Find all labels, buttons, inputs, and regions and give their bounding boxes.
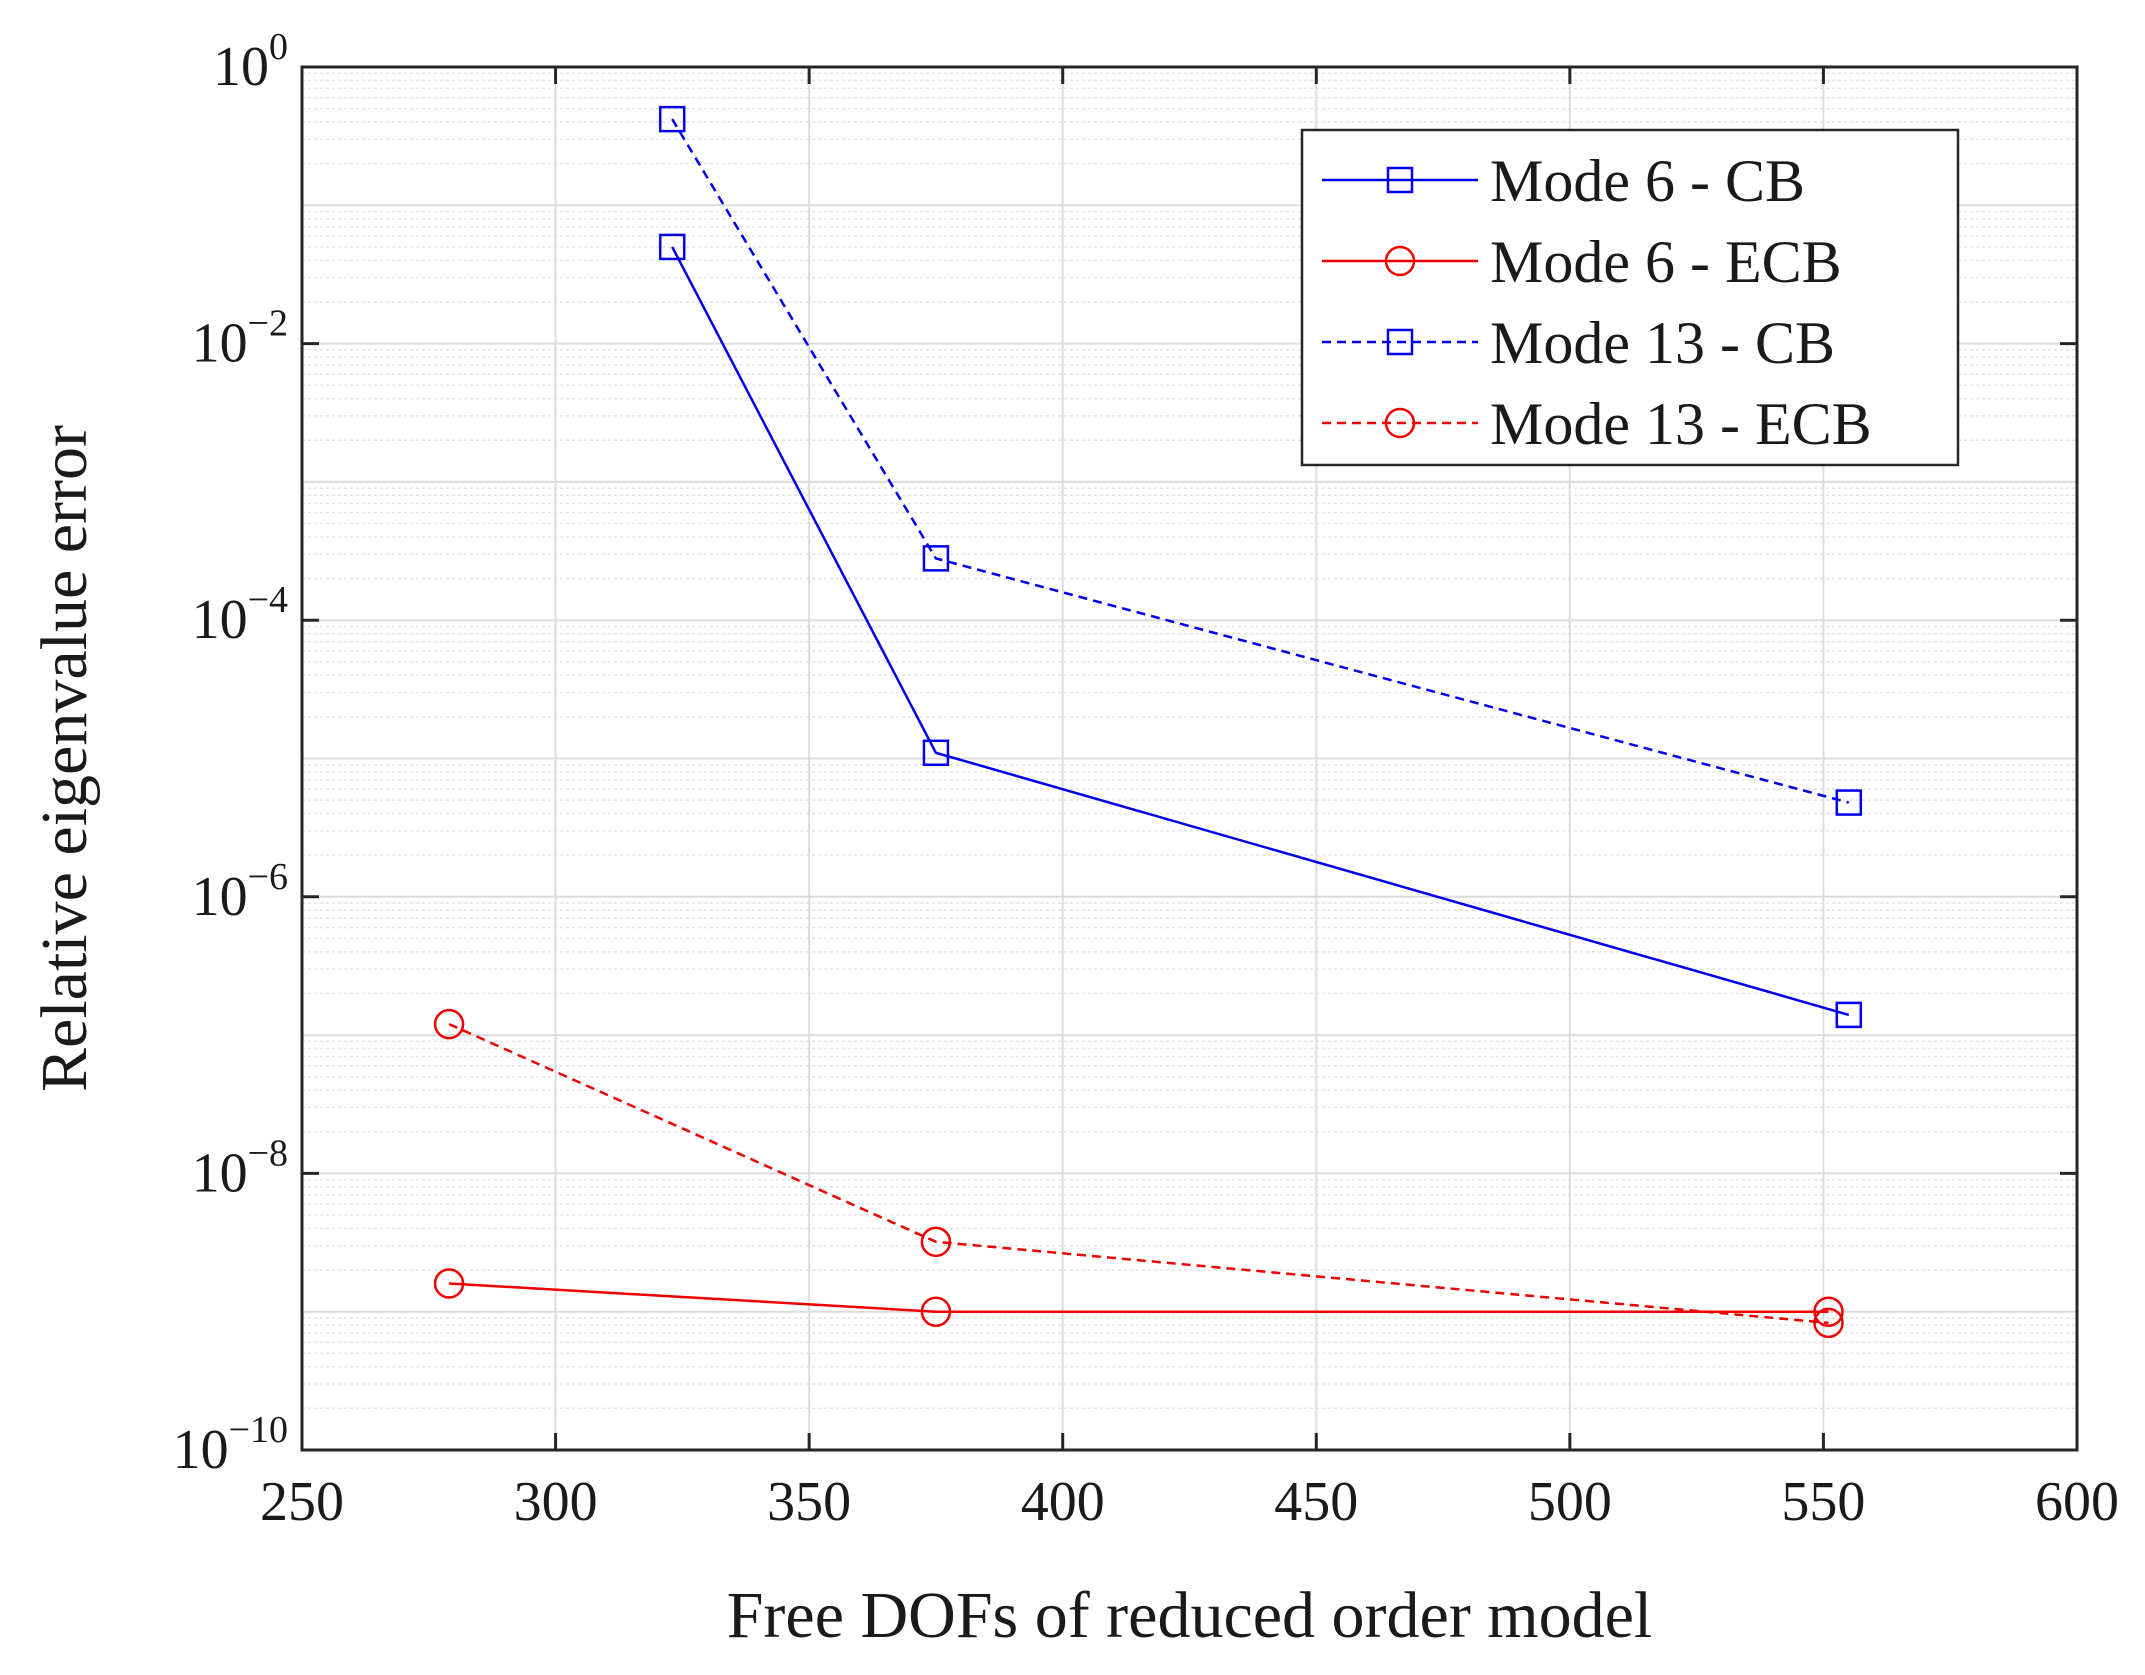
y-tick-base: 10: [192, 589, 248, 651]
y-tick-label: 10−4: [192, 579, 288, 651]
x-tick-label: 550: [1781, 1471, 1865, 1533]
series-line: [448, 1022, 1829, 1325]
legend-label: Mode 13 - CB: [1490, 310, 1835, 376]
legend-label: Mode 6 - CB: [1490, 148, 1805, 214]
square-marker: [922, 739, 950, 767]
series-line: [449, 1282, 1829, 1313]
y-tick-label: 10−8: [192, 1132, 288, 1204]
x-tick-label: 300: [514, 1471, 598, 1533]
y-tick-exponent: 0: [269, 26, 288, 68]
square-marker: [1386, 166, 1414, 194]
x-tick-label: 400: [1021, 1471, 1105, 1533]
circle-marker: [433, 1008, 465, 1040]
circle-marker: [920, 1226, 952, 1258]
y-tick-exponent: −4: [248, 579, 288, 621]
x-tick-label: 350: [767, 1471, 851, 1533]
series-mode-13-ecb: [433, 1008, 1844, 1339]
series-mode-6-cb: [658, 233, 1863, 1029]
square-marker: [1835, 1001, 1863, 1029]
y-tick-exponent: −8: [248, 1132, 288, 1174]
y-tick-exponent: −6: [248, 856, 288, 898]
y-tick-exponent: −10: [229, 1409, 288, 1451]
square-marker: [658, 233, 686, 261]
y-tick-label: 100: [213, 26, 288, 98]
circle-marker: [1813, 1307, 1844, 1339]
circle-marker: [920, 1296, 952, 1327]
y-tick-label: 10−6: [192, 856, 288, 928]
circle-marker: [1384, 245, 1416, 277]
square-marker: [658, 105, 686, 133]
y-axis-title: Relative eigenvalue error: [28, 425, 101, 1092]
legend-label: Mode 6 - ECB: [1490, 229, 1842, 295]
y-tick-base: 10: [213, 36, 269, 98]
square-marker: [1386, 328, 1414, 356]
y-tick-label: 10−2: [192, 303, 288, 375]
x-tick-label: 250: [260, 1471, 344, 1533]
y-tick-exponent: −2: [248, 303, 288, 345]
x-tick-label: 450: [1274, 1471, 1358, 1533]
legend-label: Mode 13 - ECB: [1490, 391, 1872, 457]
square-marker: [1835, 789, 1863, 816]
series-mode-6-ecb: [433, 1268, 1844, 1327]
circle-marker: [433, 1268, 465, 1299]
circle-marker: [1384, 407, 1416, 439]
legend: Mode 6 - CB Mode 6 - ECB Mode 13 - CB Mode …: [1300, 128, 1960, 467]
y-tick-base: 10: [192, 313, 248, 375]
series-mode-13-cb: [658, 105, 1863, 816]
series-line: [671, 246, 1850, 1017]
series-layer: [433, 105, 1863, 1339]
y-tick-base: 10: [173, 1419, 229, 1481]
x-tick-labels: 250 300 350 400 450 500 550 600: [260, 1471, 2119, 1533]
x-tick-label: 600: [2035, 1471, 2119, 1533]
plot-frame: [300, 65, 2079, 1452]
series-line: [671, 118, 1850, 804]
square-marker: [922, 545, 950, 572]
y-tick-label: 10−10: [173, 1409, 288, 1481]
circle-marker: [1813, 1296, 1844, 1327]
axis-ticks: [300, 65, 2079, 1452]
y-tick-base: 10: [192, 866, 248, 928]
x-axis-title: Free DOFs of reduced order model: [727, 1579, 1653, 1652]
y-tick-base: 10: [192, 1142, 248, 1204]
grid: [301, 66, 2078, 1451]
x-tick-label: 500: [1528, 1471, 1612, 1533]
